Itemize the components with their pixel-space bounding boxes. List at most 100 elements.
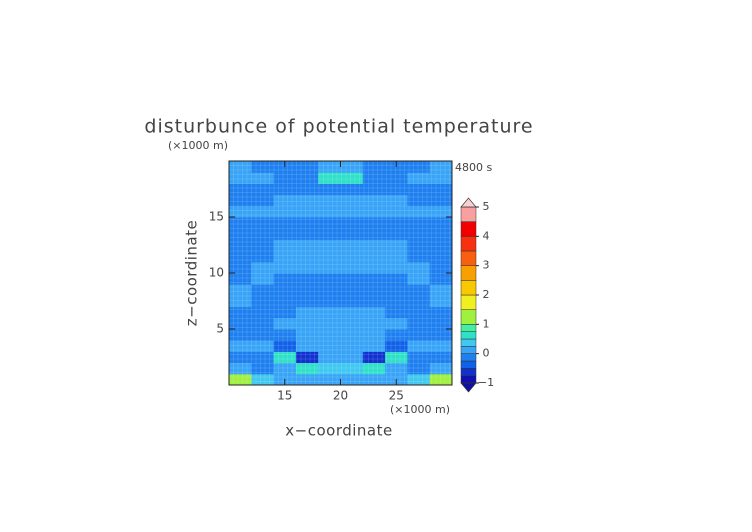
cell	[295, 284, 319, 296]
cell	[295, 183, 319, 196]
cell	[229, 250, 252, 263]
cell	[318, 261, 341, 274]
cell	[251, 261, 275, 274]
cell	[340, 340, 364, 352]
cell	[385, 205, 408, 218]
cell	[229, 295, 252, 308]
colorbar-swatch	[460, 338, 477, 347]
cell	[251, 284, 275, 296]
colorbar-swatch	[460, 294, 477, 310]
colorbar-swatch	[460, 280, 477, 296]
colorbar-swatch	[460, 265, 477, 281]
cell	[229, 362, 252, 375]
cell	[340, 317, 364, 330]
cell	[385, 172, 408, 184]
cell	[362, 161, 386, 173]
cell	[340, 228, 364, 240]
cell	[429, 362, 453, 375]
cell	[318, 217, 341, 229]
cell	[295, 194, 319, 207]
cell	[407, 306, 431, 319]
cell	[318, 183, 341, 196]
cell	[273, 217, 297, 229]
cell	[340, 205, 364, 218]
cell	[251, 183, 275, 196]
cell	[385, 273, 408, 285]
cell	[340, 329, 364, 341]
cell	[318, 205, 341, 218]
cell	[251, 239, 275, 252]
cell	[407, 250, 431, 263]
cell	[229, 161, 252, 173]
cell	[251, 340, 275, 352]
cell	[273, 250, 297, 263]
cell	[251, 194, 275, 207]
colorbar-label: 5	[483, 200, 490, 213]
cell	[429, 183, 453, 196]
cell	[385, 183, 408, 196]
cell	[362, 351, 386, 364]
cell	[251, 351, 275, 364]
cell	[273, 228, 297, 240]
cell	[385, 228, 408, 240]
cell	[229, 205, 252, 218]
cell	[273, 172, 297, 184]
cell	[385, 217, 408, 229]
cell	[295, 217, 319, 229]
cell	[295, 295, 319, 308]
cell	[407, 194, 431, 207]
cell	[429, 273, 453, 285]
y-axis-label: z−coordinate	[183, 220, 201, 326]
cell	[295, 261, 319, 274]
cell	[295, 351, 319, 364]
cell	[318, 373, 341, 386]
colorbar-label: 4	[483, 229, 490, 242]
cell	[362, 340, 386, 352]
cell	[318, 172, 341, 184]
cell	[273, 329, 297, 341]
cell	[273, 317, 297, 330]
cell	[407, 217, 431, 229]
cell	[295, 273, 319, 285]
cell	[385, 250, 408, 263]
cell	[407, 273, 431, 285]
cell	[251, 250, 275, 263]
cell	[273, 306, 297, 319]
cell	[340, 261, 364, 274]
cell	[340, 373, 364, 386]
cell	[273, 284, 297, 296]
cell	[362, 306, 386, 319]
cell	[407, 183, 431, 196]
x-tick-label: 20	[333, 389, 348, 403]
cell	[273, 351, 297, 364]
cell	[229, 183, 252, 196]
cell	[429, 239, 453, 252]
cell	[385, 340, 408, 352]
cell	[429, 261, 453, 274]
cell	[273, 362, 297, 375]
cell	[295, 228, 319, 240]
cell	[429, 329, 453, 341]
cell	[385, 362, 408, 375]
colorbar-over	[460, 197, 477, 208]
colorbar-label: 0	[483, 347, 490, 360]
cell	[229, 194, 252, 207]
cell	[273, 261, 297, 274]
cell	[229, 273, 252, 285]
cell	[429, 217, 453, 229]
cell	[295, 250, 319, 263]
cell	[318, 340, 341, 352]
cell	[429, 205, 453, 218]
cell	[295, 340, 319, 352]
colorbar-swatch	[460, 206, 477, 222]
y-tick-label: 5	[216, 322, 224, 336]
colorbar-label: 3	[483, 259, 490, 272]
colorbar-swatch	[460, 236, 477, 252]
cell	[318, 317, 341, 330]
cell	[251, 317, 275, 330]
cell	[362, 273, 386, 285]
cell	[295, 239, 319, 252]
cell	[318, 250, 341, 263]
colorbar-swatch	[460, 309, 477, 325]
